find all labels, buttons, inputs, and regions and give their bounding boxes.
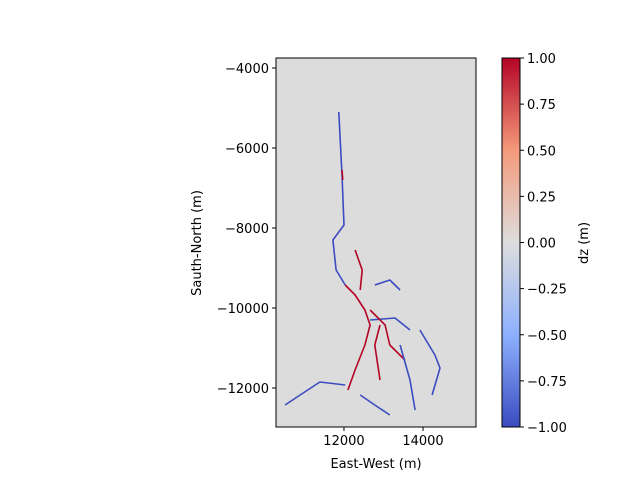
colorbar-tick-label: 0.75 (527, 98, 556, 113)
plot-frame (275, 57, 477, 428)
colorbar-tick-label: −0.50 (527, 329, 567, 344)
y-axis-label: Sauth-North (m) (190, 190, 205, 296)
stream (359, 394, 391, 416)
plot-background (276, 58, 476, 427)
colorbar-tick-label: −1.00 (527, 421, 567, 436)
stream (341, 169, 344, 181)
x-tick-label: 14000 (402, 434, 443, 449)
stream (354, 249, 364, 291)
colorbar-tick-label: −0.25 (527, 283, 567, 298)
stream (374, 279, 401, 291)
y-tick-label: −8000 (225, 222, 269, 237)
colorbar (501, 57, 521, 428)
colorbar-tick-label: 1.00 (527, 52, 556, 67)
x-tick-label: 12000 (323, 434, 364, 449)
x-axis-label: East-West (m) (330, 457, 421, 472)
stream (369, 309, 406, 361)
colorbar-tick-label: 0.50 (527, 144, 556, 159)
stream (284, 381, 346, 406)
stream (332, 111, 346, 286)
colorbar-tick-label: 0.00 (527, 237, 556, 252)
stream (373, 324, 381, 381)
colorbar-tick-label: 0.25 (527, 190, 556, 205)
stream (399, 344, 416, 411)
colorbar-tick-label: −0.75 (527, 375, 567, 390)
stream (344, 284, 371, 391)
colorbar-label: dz (m) (577, 222, 592, 264)
stream (419, 329, 441, 396)
y-tick-label: −4000 (225, 62, 269, 77)
y-tick-label: −12000 (217, 382, 269, 397)
y-tick-label: −10000 (217, 302, 269, 317)
y-tick-label: −6000 (225, 142, 269, 157)
